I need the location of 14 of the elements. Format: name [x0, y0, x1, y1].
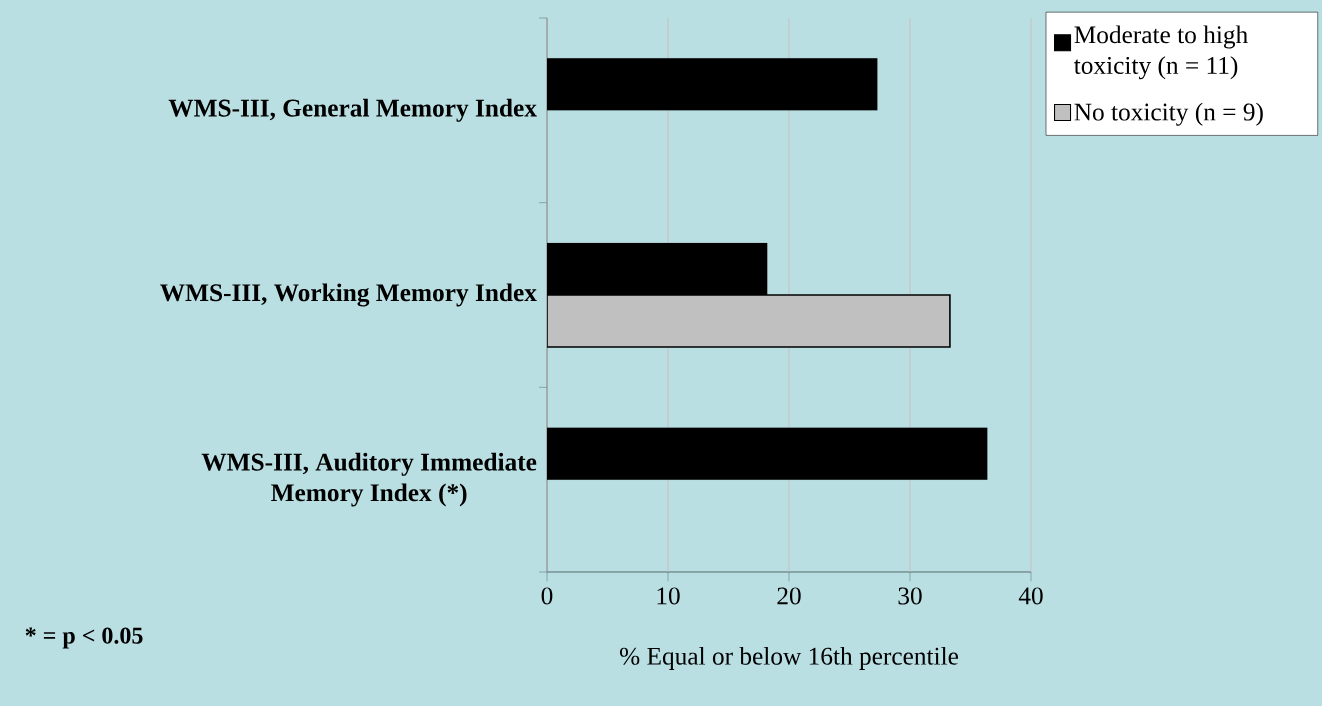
- legend-label: Moderate to high toxicity (n = 11): [1073, 25, 1248, 80]
- legend-label: No toxicity (n = 9): [1074, 102, 1263, 126]
- y-tick-label: WMS-III, Working Memory Index: [160, 283, 537, 307]
- text: * = p < 0.05: [25, 627, 143, 649]
- y-tick-label: WMS-III, Auditory Immediate Memory Index (*): [201, 452, 537, 507]
- bar: [547, 58, 878, 111]
- x-tick-label: 10: [657, 587, 680, 605]
- x-axis-title: % Equal or below 16th percentile: [619, 646, 959, 670]
- bar: [547, 427, 988, 480]
- x-tick-label: 0: [541, 587, 553, 605]
- y-tick-label: WMS-III, General Memory Index: [168, 98, 537, 122]
- x-tick-label: 30: [898, 587, 922, 605]
- x-tick-label: 20: [777, 587, 801, 605]
- x-tick-label: 40: [1018, 587, 1043, 605]
